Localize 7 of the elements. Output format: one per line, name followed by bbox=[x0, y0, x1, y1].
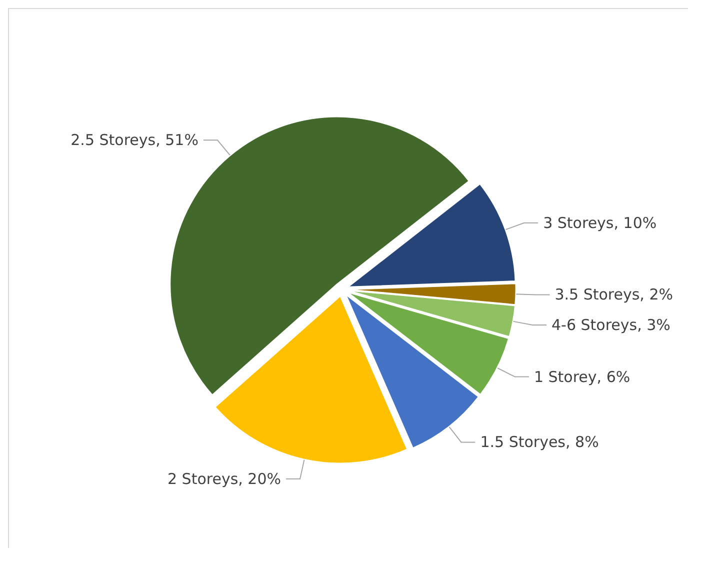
slice-label: 3.5 Storeys, 2% bbox=[554, 286, 674, 304]
slice-label: 1 Storey, 6% bbox=[534, 368, 630, 386]
slice-label: 4-6 Storeys, 3% bbox=[551, 316, 670, 334]
slice-label: 2 Storeys, 20% bbox=[168, 470, 282, 488]
slice-label: 3 Storeys, 10% bbox=[543, 214, 657, 232]
slice-label: 1.5 Storyes, 8% bbox=[480, 433, 599, 452]
slice-label: 2.5 Storeys, 51% bbox=[70, 131, 198, 150]
